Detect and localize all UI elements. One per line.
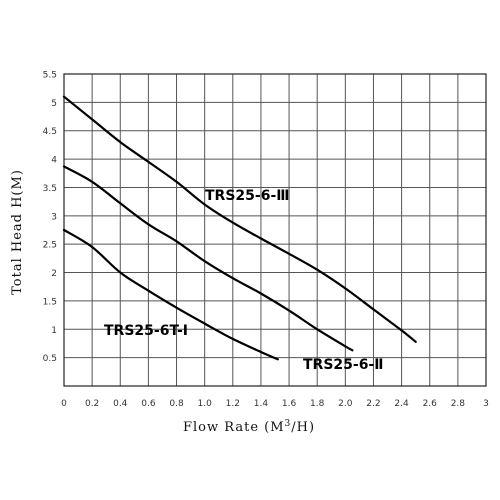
y-tick-label: 5.5 <box>43 71 57 81</box>
series-label-trs25-6-ii: TRS25-6-Ⅱ <box>303 357 383 373</box>
y-tick-label: 3.5 <box>43 184 57 194</box>
x-axis-label-main: Flow Rate (M <box>183 420 285 435</box>
y-tick-label: 1 <box>51 326 57 336</box>
y-tick-label: 0.5 <box>43 354 57 364</box>
x-tick-label: 1.8 <box>310 399 325 409</box>
y-tick-label: 2.5 <box>43 241 57 251</box>
plot-frame <box>63 73 487 387</box>
curve-trs25-6-iii <box>62 95 417 343</box>
x-tick-label: 2.4 <box>394 399 409 409</box>
y-axis-label: Total Head H(M) <box>10 169 25 295</box>
y-tick-label: 2 <box>51 269 57 279</box>
x-axis-label-superscript: 3 <box>285 419 292 429</box>
y-tick-label: 5 <box>51 99 57 109</box>
x-axis-label-end: /H) <box>291 420 315 435</box>
x-tick-label: 0 <box>61 399 67 409</box>
x-tick-label: 0.8 <box>169 399 184 409</box>
x-tick-label: 0.6 <box>141 399 156 409</box>
y-tick-label: 4 <box>51 156 57 166</box>
tick-labels: 0 0.2 0.4 0.6 0.8 1.0 1.2 1.4 1.6 1.8 2.0 2.2 2.4 2.6… <box>43 71 489 410</box>
x-tick-label: 0.2 <box>85 399 99 409</box>
x-tick-label: 1.6 <box>282 399 297 409</box>
x-tick-label: 2.2 <box>366 399 380 409</box>
series-label-trs25-6t-i: TRS25-6T-Ⅰ <box>104 323 188 339</box>
x-tick-label: 2.6 <box>423 399 438 409</box>
x-tick-label: 2.8 <box>451 399 466 409</box>
x-tick-label: 2.0 <box>338 399 353 409</box>
series-label-trs25-6-iii: TRS25-6-Ⅲ <box>205 188 290 204</box>
curve-trs25-6-ii <box>62 165 354 352</box>
x-tick-label: 1.4 <box>254 399 269 409</box>
y-tick-label: 1.5 <box>43 297 57 307</box>
curves <box>62 95 417 361</box>
grid <box>64 74 486 386</box>
x-axis-label: Flow Rate (M3/H) <box>183 419 315 435</box>
y-tick-label: 4.5 <box>43 127 57 137</box>
x-tick-label: 0.4 <box>113 399 128 409</box>
x-tick-label: 1.0 <box>198 399 213 409</box>
x-tick-label: 3 <box>483 399 489 409</box>
x-tick-label: 1.2 <box>226 399 240 409</box>
curve-trs25-6t-i <box>62 228 279 361</box>
y-tick-label: 3 <box>51 212 57 222</box>
